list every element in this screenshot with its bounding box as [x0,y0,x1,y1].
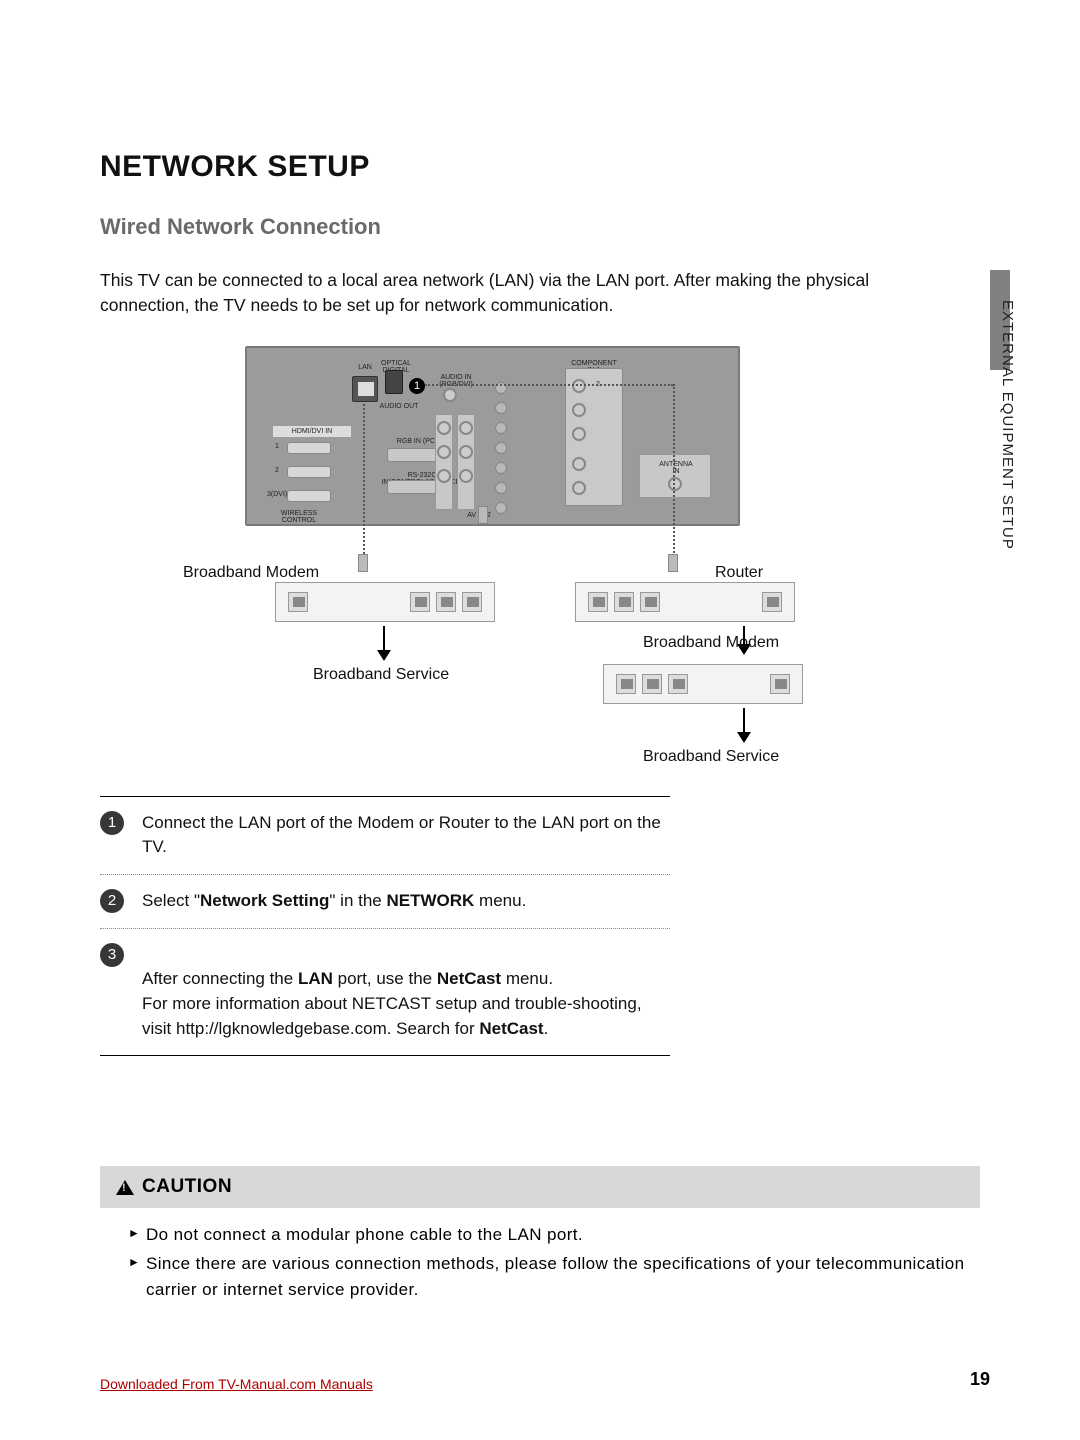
steps-block: 1 Connect the LAN port of the Modem or R… [100,796,670,1056]
arrow-shaft-left [383,626,385,652]
arrow-shaft-right [743,708,745,734]
device-modem-left [275,582,495,622]
audio-in-jack [443,388,457,402]
cable-plug-tv [478,506,488,524]
diagram-badge-1: 1 [409,378,425,394]
label-router: Router [715,564,763,582]
warning-icon [116,1180,134,1195]
page-number: 19 [970,1369,990,1390]
connection-diagram: LAN OPTICAL DIGITAL 1 AUDIO IN (RGB/DVI)… [245,346,835,776]
port-label-hdmi: HDMI/DVI IN [273,426,351,437]
caution-list: Do not connect a modular phone cable to … [100,1208,980,1303]
page-subtitle: Wired Network Connection [100,214,980,240]
caution-item-1: Do not connect a modular phone cable to … [128,1222,972,1248]
label-broadband-service-left: Broadband Service [313,666,449,684]
hdmi-block: 1 2 3(DVI) [273,440,351,510]
step-3-text: After connecting the LAN port, use the N… [142,943,670,1042]
screw-column [495,382,509,522]
caution-item-2: Since there are various connection metho… [128,1251,972,1304]
tv-back-panel: LAN OPTICAL DIGITAL 1 AUDIO IN (RGB/DVI)… [245,346,740,526]
step-3: 3 After connecting the LAN port, use the… [100,929,670,1056]
intro-paragraph: This TV can be connected to a local area… [100,268,940,318]
port-label-wireless: WIRELESS CONTROL [277,510,321,524]
optical-port [385,370,403,394]
step-3-badge: 3 [100,943,124,967]
step-2-badge: 2 [100,889,124,913]
caution-header-text: CAUTION [142,1176,232,1198]
device-modem-right [603,664,803,704]
caution-header: CAUTION [100,1166,980,1208]
device-router [575,582,795,622]
lan-port [352,376,378,402]
page-title: NETWORK SETUP [100,150,980,184]
cable-plug-router [668,554,678,572]
step-1-badge: 1 [100,811,124,835]
step-1-text: Connect the LAN port of the Modem or Rou… [142,811,670,860]
label-broadband-service-right: Broadband Service [643,748,779,766]
step-1: 1 Connect the LAN port of the Modem or R… [100,797,670,874]
download-source-link[interactable]: Downloaded From TV-Manual.com Manuals [100,1376,373,1392]
cable-line-left [363,404,365,554]
cable-line-right-seg [673,384,675,556]
cable-plug-modem [358,554,368,572]
label-broadband-modem-right: Broadband Modem [643,634,779,652]
video-rca-col [457,414,475,510]
port-label-audio-out: AUDIO OUT [377,403,421,410]
section-side-label: EXTERNAL EQUIPMENT SETUP [999,300,1016,550]
audio-rca-col [435,414,453,510]
component-ports: 2 [565,368,623,506]
step-2-text: Select "Network Setting" in the NETWORK … [142,889,526,914]
antenna-box: ANTENNA IN [639,454,711,498]
arrow-left [377,650,391,661]
cable-line-top [425,384,673,386]
caution-box: CAUTION Do not connect a modular phone c… [100,1166,980,1303]
label-broadband-modem-left: Broadband Modem [183,564,319,582]
port-label-lan: LAN [352,364,378,371]
arrow-right [737,732,751,743]
step-2: 2 Select "Network Setting" in the NETWOR… [100,875,670,928]
